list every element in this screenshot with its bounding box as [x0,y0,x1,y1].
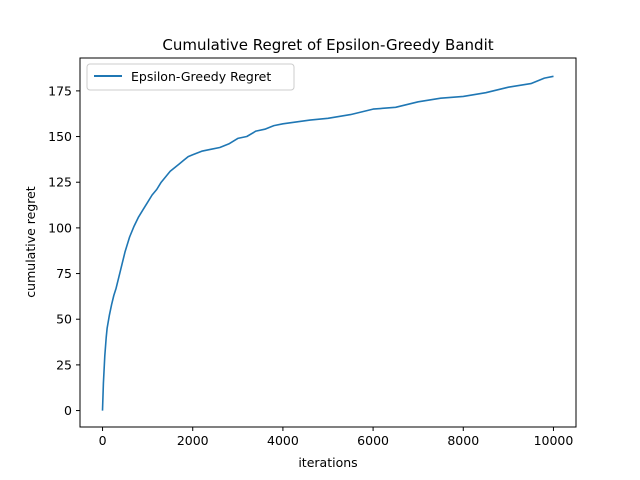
legend-box [86,63,295,91]
y-tick-label: 50 [56,312,72,327]
y-tick-label: 75 [56,266,72,281]
y-tick-label: 150 [48,129,72,144]
y-tick-label: 125 [48,175,72,190]
x-tick-label: 2000 [177,433,209,448]
x-tick-label: 10000 [534,433,574,448]
legend-label: Epsilon-Greedy Regret [131,69,271,84]
y-axis: 0 25 50 75 100 125 150 175 [48,83,80,418]
x-axis: 0 2000 4000 6000 8000 10000 [99,427,574,448]
y-tick-label: 25 [56,357,72,372]
y-tick-label: 100 [48,220,72,235]
legend: Epsilon-Greedy Regret [86,63,295,91]
y-tick-label: 175 [48,83,72,98]
plot-area [101,75,554,411]
x-tick-label: 0 [99,433,107,448]
y-tick-label: 0 [64,403,72,418]
chart-title: Cumulative Regret of Epsilon-Greedy Band… [162,36,493,54]
x-tick-label: 4000 [267,433,299,448]
plot-frame [79,57,577,428]
x-tick-label: 8000 [447,433,479,448]
y-axis-label: cumulative regret [23,186,38,298]
x-tick-label: 6000 [357,433,389,448]
x-axis-label: iterations [298,455,357,470]
series-line [101,75,554,411]
